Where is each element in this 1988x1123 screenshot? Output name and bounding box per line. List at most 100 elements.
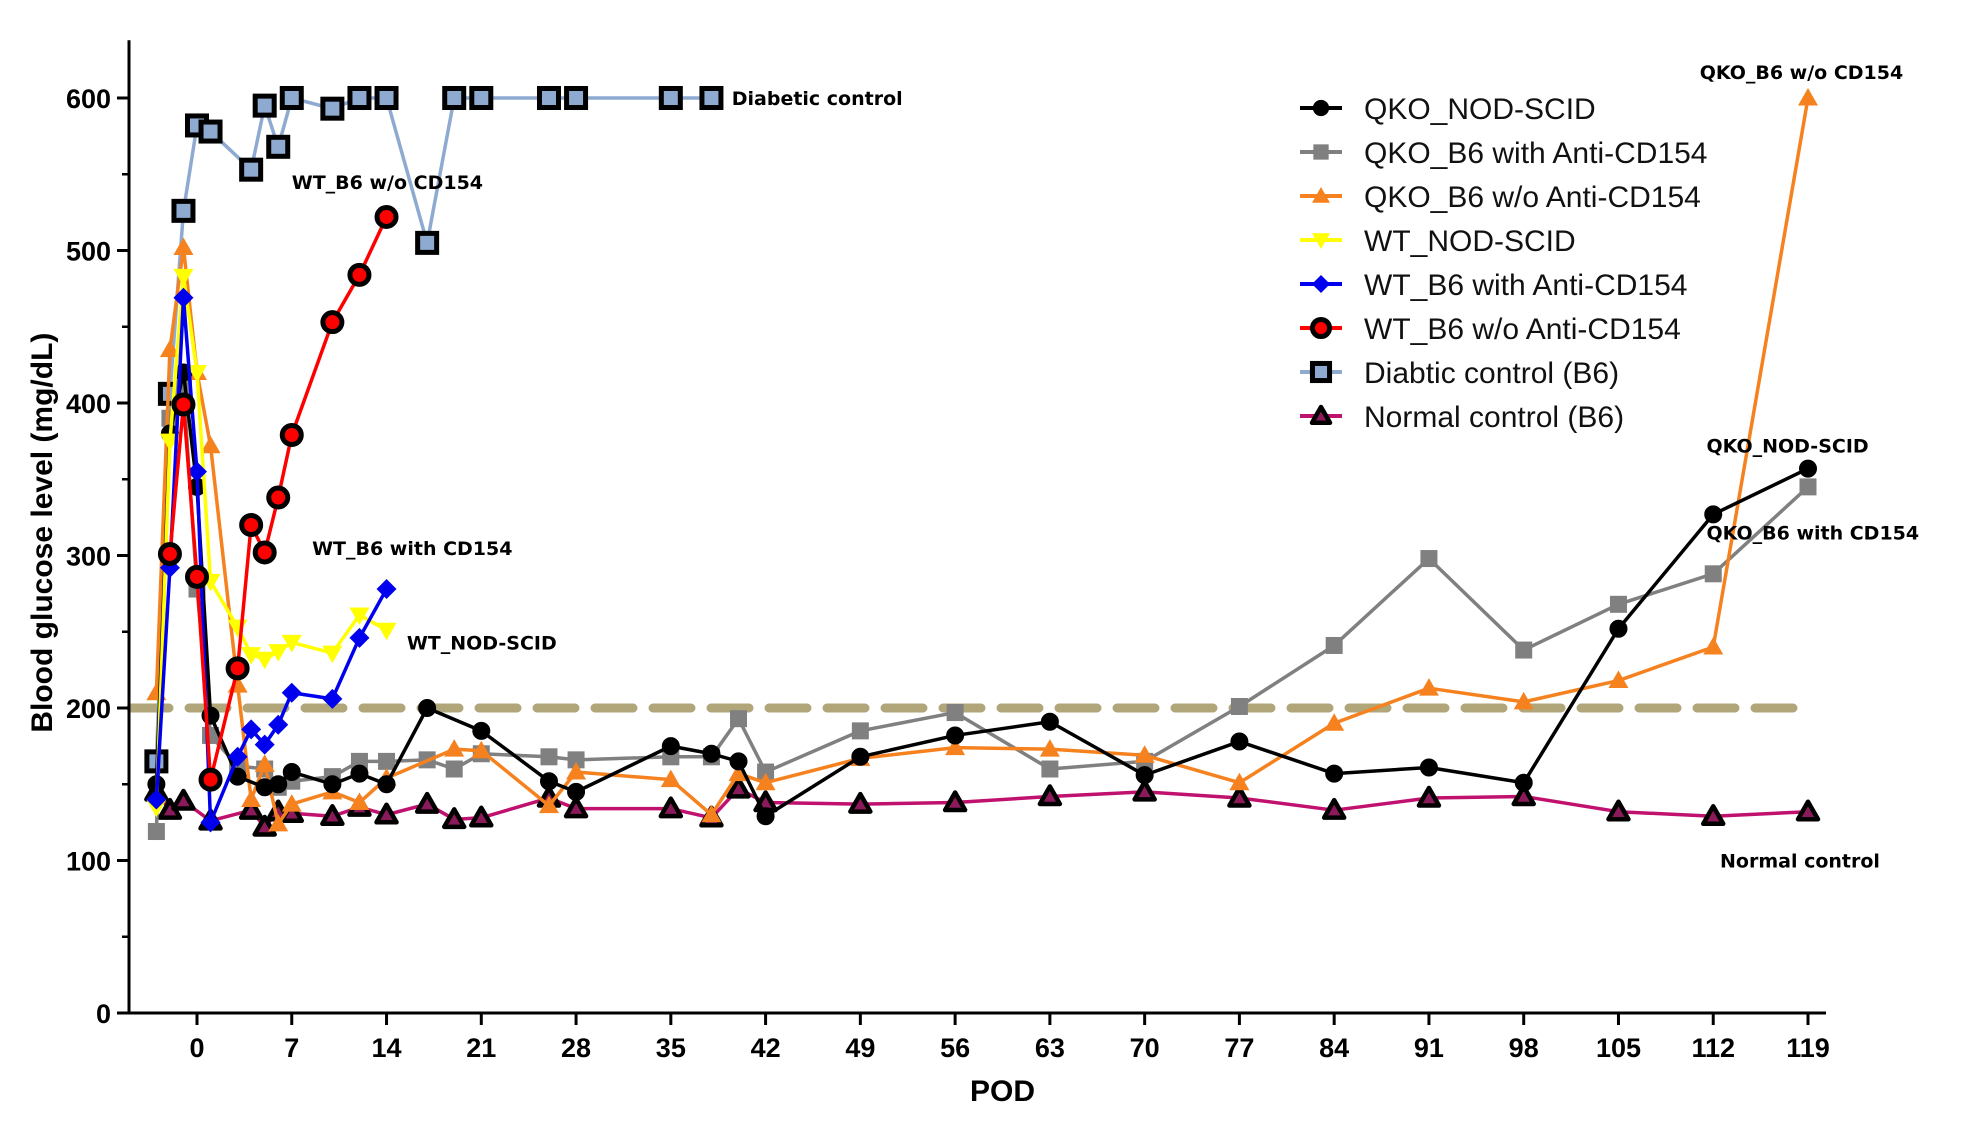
legend-label: Diabtic control (B6) — [1364, 357, 1619, 390]
x-tick-label: 42 — [751, 1033, 781, 1063]
x-tick-label: 98 — [1509, 1033, 1539, 1063]
data-point — [1704, 505, 1723, 524]
legend-item: QKO_NOD-SCID — [1300, 93, 1596, 126]
data-point — [320, 310, 345, 335]
data-point — [254, 734, 275, 755]
data-point — [1416, 785, 1442, 808]
data-point — [564, 86, 589, 110]
data-point — [1609, 619, 1628, 638]
data-point — [418, 699, 437, 717]
data-point — [200, 435, 221, 454]
data-point — [185, 564, 209, 589]
data-point — [1514, 773, 1533, 792]
data-point — [1608, 670, 1629, 689]
x-tick-label: 14 — [372, 1033, 402, 1063]
annotation-label: Diabetic control — [732, 88, 903, 110]
data-point — [241, 647, 262, 665]
data-point — [445, 760, 463, 778]
data-point — [173, 237, 194, 255]
data-point — [254, 754, 275, 772]
data-point — [1040, 712, 1059, 731]
data-point — [945, 737, 966, 756]
data-point — [320, 804, 345, 827]
data-point — [323, 775, 342, 794]
data-point — [1324, 713, 1345, 731]
series-qko-b6-with-anti-cd154 — [147, 379, 1817, 841]
data-point — [729, 752, 748, 771]
data-point — [349, 627, 370, 648]
data-point — [239, 157, 264, 182]
data-point — [660, 769, 681, 788]
data-point — [241, 719, 262, 740]
data-point — [377, 775, 396, 794]
x-tick-label: 21 — [466, 1033, 496, 1063]
data-point — [252, 540, 277, 565]
data-point — [374, 802, 399, 825]
data-point — [539, 772, 558, 791]
y-tick-label: 400 — [66, 389, 111, 419]
data-point — [1039, 739, 1060, 757]
legend-item: QKO_B6 with Anti-CD154 — [1300, 137, 1708, 170]
data-point — [701, 804, 722, 823]
data-point — [702, 744, 721, 763]
data-point — [563, 796, 589, 819]
data-point — [376, 579, 397, 600]
data-point — [350, 752, 368, 770]
data-point — [1227, 785, 1252, 808]
x-tick-label: 77 — [1224, 1033, 1254, 1063]
y-tick-label: 0 — [96, 999, 111, 1029]
data-point — [254, 651, 275, 670]
legend-label: WT_B6 w/o Anti-CD154 — [1364, 313, 1681, 346]
data-point — [157, 541, 182, 566]
data-point — [946, 726, 965, 745]
data-point — [187, 461, 207, 482]
series-line — [154, 787, 1809, 829]
data-point — [266, 134, 291, 159]
data-point — [347, 86, 372, 110]
legend-label: Normal control (B6) — [1364, 401, 1624, 434]
data-point — [1515, 641, 1533, 659]
data-point — [1609, 595, 1627, 613]
data-point — [227, 746, 248, 767]
x-tick-label: 84 — [1319, 1033, 1349, 1063]
data-point — [472, 721, 491, 740]
annotation-label: QKO_B6 w/o CD154 — [1700, 62, 1904, 84]
data-point — [1309, 404, 1333, 425]
x-tick-label: 35 — [656, 1033, 686, 1063]
data-point — [566, 762, 587, 780]
series-qko-nod-scid — [147, 363, 1817, 826]
data-point — [415, 230, 440, 255]
y-tick-label: 100 — [66, 847, 111, 877]
y-tick-label: 600 — [66, 84, 111, 114]
data-point — [756, 807, 775, 826]
data-point — [349, 607, 370, 625]
data-point — [281, 634, 302, 653]
data-point — [755, 772, 776, 791]
data-point — [268, 813, 289, 832]
data-point — [350, 764, 369, 783]
data-point — [442, 86, 467, 110]
data-point — [1132, 779, 1157, 802]
legend-label: QKO_B6 with Anti-CD154 — [1364, 137, 1708, 170]
data-point — [1606, 799, 1631, 822]
data-point — [198, 119, 223, 144]
data-point — [1799, 459, 1817, 478]
data-point — [173, 268, 194, 287]
data-point — [322, 688, 343, 709]
x-tick-label: 56 — [940, 1033, 970, 1063]
data-point — [374, 86, 399, 110]
y-tick-label: 500 — [66, 237, 111, 267]
legend-label: WT_B6 with Anti-CD154 — [1364, 269, 1687, 302]
annotation-label: QKO_B6 with CD154 — [1706, 523, 1919, 545]
data-point — [266, 485, 291, 510]
annotation-label: WT_NOD-SCID — [407, 632, 557, 654]
data-point — [282, 763, 301, 782]
legend-label: WT_NOD-SCID — [1364, 225, 1576, 258]
data-point — [699, 86, 724, 110]
data-point — [1798, 88, 1818, 106]
data-point — [661, 737, 680, 756]
data-point — [1229, 772, 1250, 791]
data-point — [757, 763, 775, 781]
data-point — [1513, 691, 1534, 710]
data-point — [469, 86, 494, 110]
